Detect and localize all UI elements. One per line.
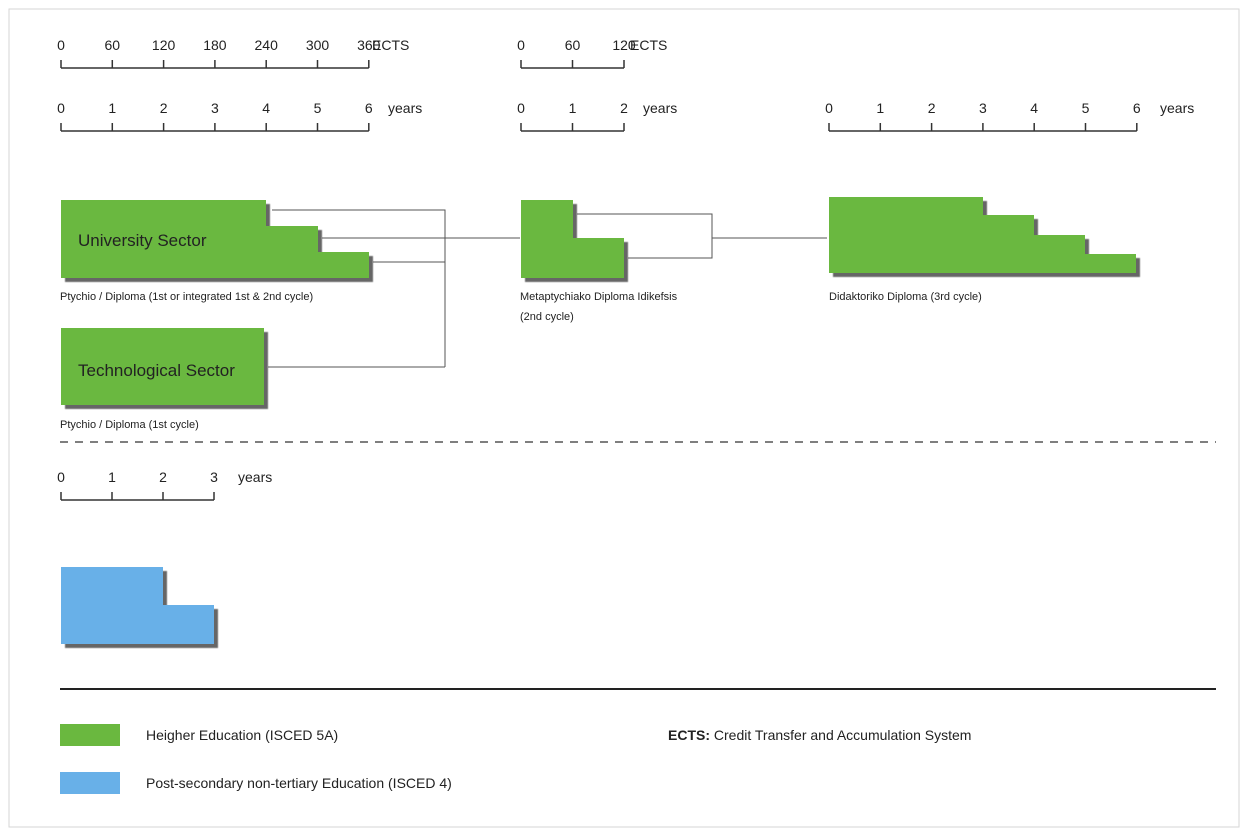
university-caption: Ptychio / Diploma (1st or integrated 1st… xyxy=(60,291,313,303)
years_2-tick-label: 2 xyxy=(620,100,628,116)
years_3-unit-label: years xyxy=(1160,100,1194,116)
diagram-frame xyxy=(8,8,1240,828)
years_3-tick-label: 0 xyxy=(825,100,833,116)
legend-swatch-higher-education xyxy=(60,724,120,746)
legend-ects-definition: ECTS: Credit Transfer and Accumulation S… xyxy=(668,727,971,743)
years_2-tick-label: 0 xyxy=(517,100,525,116)
doctorate-caption: Didaktoriko Diploma (3rd cycle) xyxy=(829,291,982,303)
ects_1-tick-label: 300 xyxy=(306,37,330,53)
doctorate-block xyxy=(829,197,1136,273)
master-caption-line1: Metaptychiako Diploma Idikefsis xyxy=(520,291,678,303)
years_1-unit-label: years xyxy=(388,100,422,116)
legend-swatch-post-secondary xyxy=(60,772,120,794)
ects_1-tick-label: 180 xyxy=(203,37,227,53)
connector-university-4y xyxy=(272,209,446,367)
years_3-tick-label: 4 xyxy=(1030,100,1038,116)
years_2-tick-label: 1 xyxy=(569,100,577,116)
years_3-tick-label: 3 xyxy=(979,100,987,116)
ects_2-tick-label: 120 xyxy=(612,37,636,53)
years_4-tick-label: 2 xyxy=(159,469,167,485)
ects_1-tick-label: 120 xyxy=(152,37,176,53)
university-sector-label: University Sector xyxy=(78,231,207,250)
legend-ects-abbr: ECTS: xyxy=(668,727,710,743)
master-caption-line2: (2nd cycle) xyxy=(520,311,574,323)
ects_1-tick-label: 360 xyxy=(357,37,381,53)
ects_1-tick-label: 240 xyxy=(255,37,279,53)
technological-caption: Ptychio / Diploma (1st cycle) xyxy=(60,419,199,431)
master-block xyxy=(521,200,624,278)
connectors xyxy=(268,209,827,368)
years_1-tick-label: 4 xyxy=(262,100,270,116)
years_4-unit-label: years xyxy=(238,469,272,485)
ects_1-unit-label: ECTS xyxy=(372,37,409,53)
years_3-tick-label: 1 xyxy=(876,100,884,116)
years_1-tick-label: 2 xyxy=(160,100,168,116)
years_1-tick-label: 3 xyxy=(211,100,219,116)
legend-ects-text: Credit Transfer and Accumulation System xyxy=(714,727,972,743)
ects_2-tick-label: 60 xyxy=(565,37,581,53)
ects_1-tick-label: 60 xyxy=(105,37,121,53)
ects_2-unit-label: ECTS xyxy=(630,37,667,53)
legend-label-higher-education: Heigher Education (ISCED 5A) xyxy=(146,727,338,743)
years_1-tick-label: 1 xyxy=(108,100,116,116)
post-secondary-block xyxy=(61,567,214,644)
years_3-tick-label: 5 xyxy=(1082,100,1090,116)
technological-sector-label: Technological Sector xyxy=(78,361,235,380)
legend-label-post-secondary: Post-secondary non-tertiary Education (I… xyxy=(146,775,452,791)
years_4-tick-label: 3 xyxy=(210,469,218,485)
years_1-tick-label: 6 xyxy=(365,100,373,116)
ects_2-tick-label: 0 xyxy=(517,37,525,53)
ects_1-tick-label: 0 xyxy=(57,37,65,53)
years_1-tick-label: 5 xyxy=(314,100,322,116)
years_3-tick-label: 6 xyxy=(1133,100,1141,116)
years_1-tick-label: 0 xyxy=(57,100,65,116)
years_3-tick-label: 2 xyxy=(928,100,936,116)
university-sector-block xyxy=(61,200,369,278)
technological-sector-block xyxy=(61,328,264,405)
years_4-tick-label: 0 xyxy=(57,469,65,485)
years_4-tick-label: 1 xyxy=(108,469,116,485)
years_2-unit-label: years xyxy=(643,100,677,116)
connector-master-1y xyxy=(577,213,713,259)
